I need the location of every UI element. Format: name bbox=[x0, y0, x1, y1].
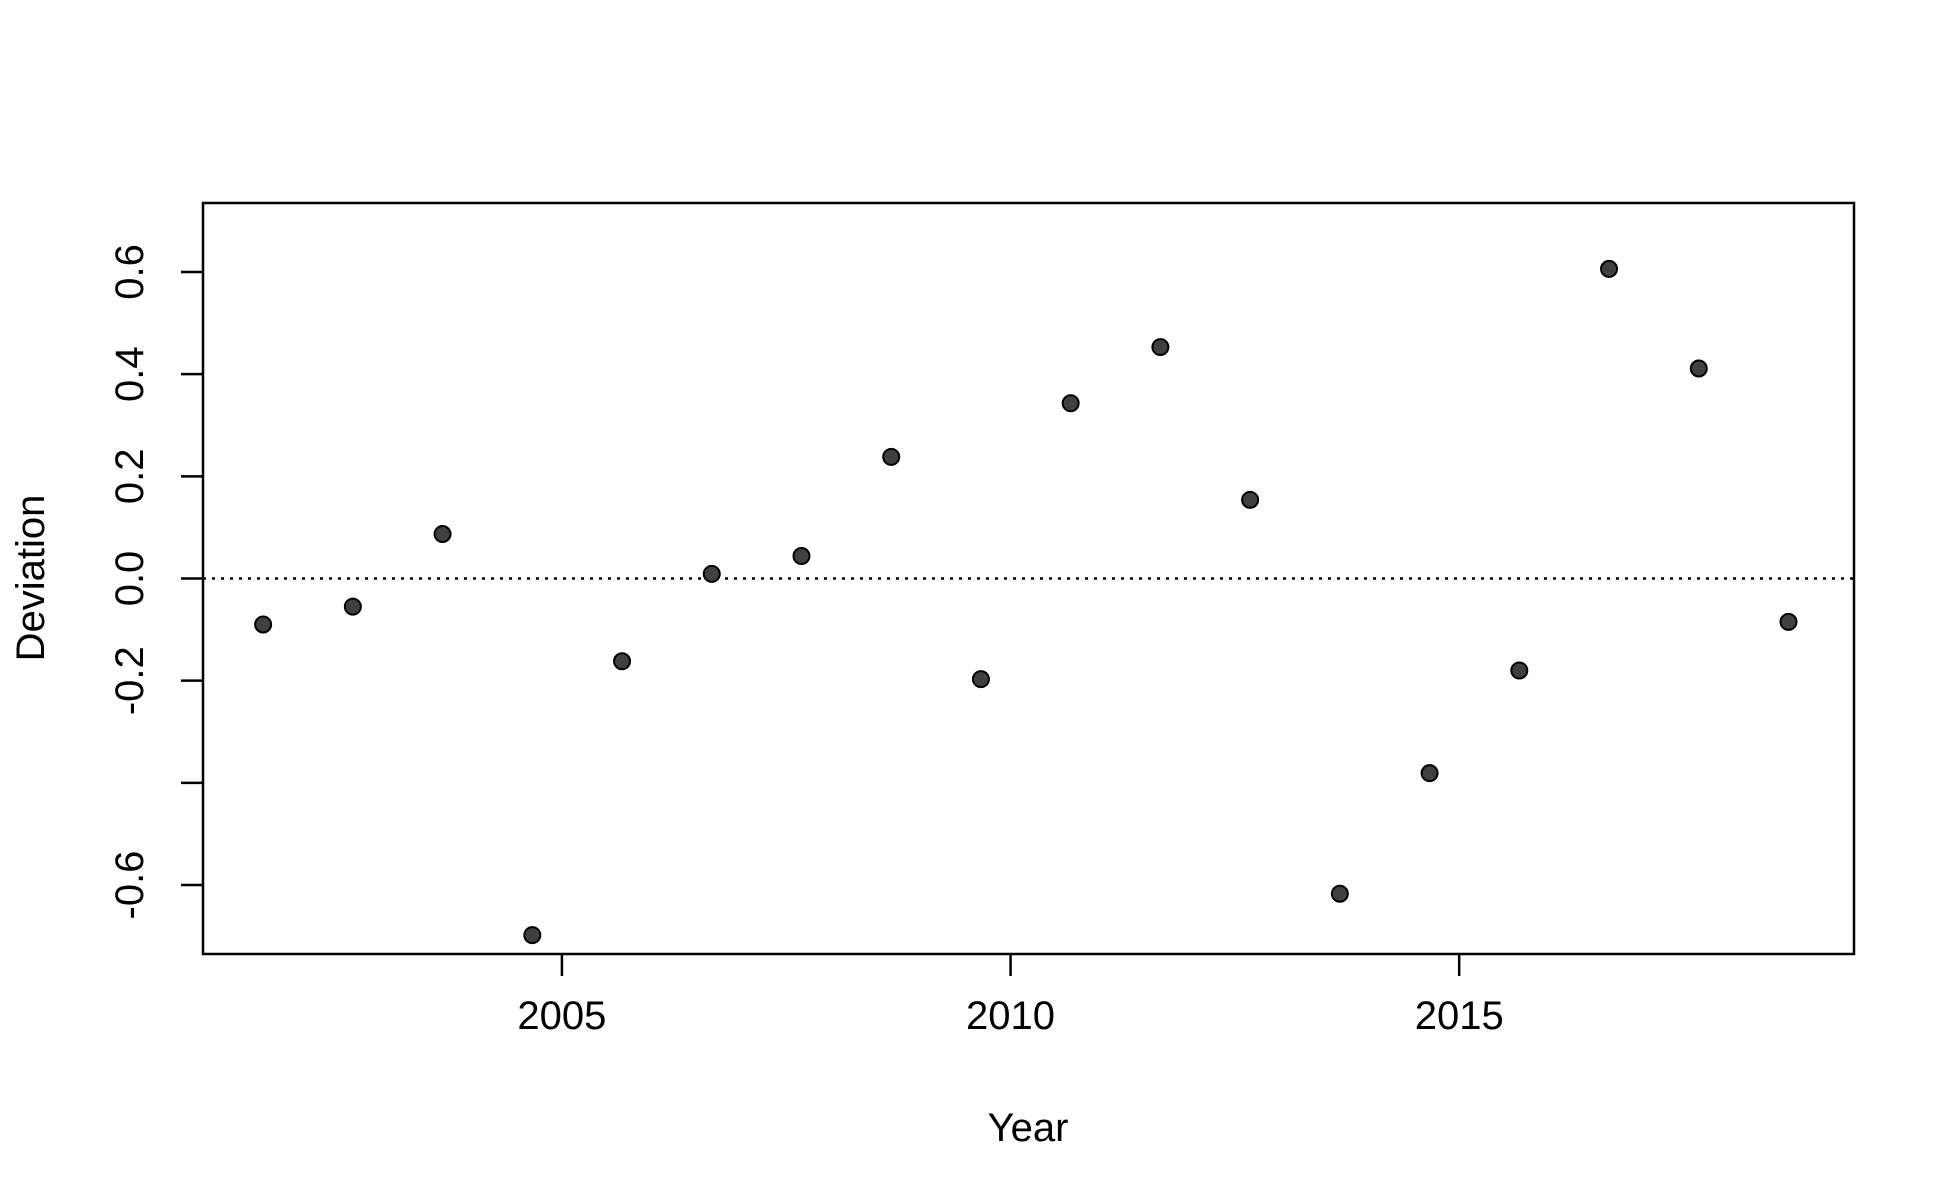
data-point bbox=[792, 547, 811, 566]
data-point bbox=[613, 652, 632, 671]
y-tick-label: -0.6 bbox=[108, 851, 152, 920]
data-point bbox=[1061, 394, 1080, 413]
data-point bbox=[1779, 612, 1798, 631]
x-tick-label: 2015 bbox=[1415, 994, 1504, 1038]
x-axis-title: Year bbox=[988, 1106, 1069, 1150]
y-tick-label: -0.2 bbox=[108, 646, 152, 715]
y-axis-title: Deviation bbox=[9, 495, 53, 662]
data-point bbox=[1420, 764, 1439, 783]
y-tick-label: 0.4 bbox=[108, 346, 152, 402]
x-tick-label: 2005 bbox=[517, 994, 606, 1038]
data-point bbox=[1510, 661, 1529, 680]
data-point bbox=[1689, 359, 1708, 378]
y-tick-label: 0.2 bbox=[108, 449, 152, 505]
data-point bbox=[343, 597, 362, 616]
data-point bbox=[523, 926, 542, 945]
y-tick-label: 0.6 bbox=[108, 244, 152, 300]
y-axis: -0.6 -0.2 0.0 0.2 0.4 0.6 bbox=[108, 244, 203, 919]
data-point bbox=[971, 670, 990, 689]
x-tick-label: 2010 bbox=[966, 994, 1055, 1038]
data-point bbox=[1241, 490, 1260, 509]
data-point bbox=[1600, 259, 1619, 278]
data-point bbox=[433, 525, 452, 544]
x-axis: 2005 2010 2015 bbox=[517, 954, 1504, 1038]
data-points bbox=[254, 259, 1798, 945]
data-point bbox=[1330, 884, 1349, 903]
data-point bbox=[254, 615, 273, 634]
data-point bbox=[1151, 338, 1170, 357]
y-tick-label: 0.0 bbox=[108, 551, 152, 607]
data-point bbox=[702, 564, 721, 583]
data-point bbox=[882, 447, 901, 466]
